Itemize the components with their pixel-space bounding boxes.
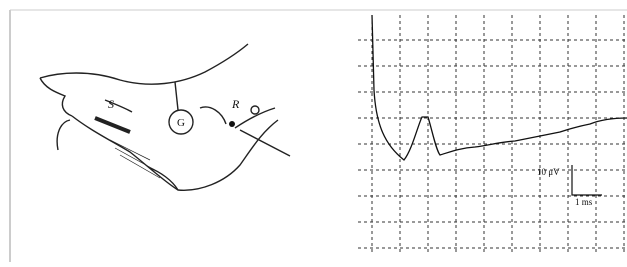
label-s: S (108, 97, 114, 111)
figure: S G R 10 μV 1 ms (0, 0, 627, 262)
scale-amplitude: 10 μV (537, 167, 560, 177)
scale-time: 1 ms (575, 197, 593, 207)
recording-electrode (229, 121, 235, 127)
label-g: G (177, 117, 185, 129)
label-r: R (231, 97, 240, 111)
